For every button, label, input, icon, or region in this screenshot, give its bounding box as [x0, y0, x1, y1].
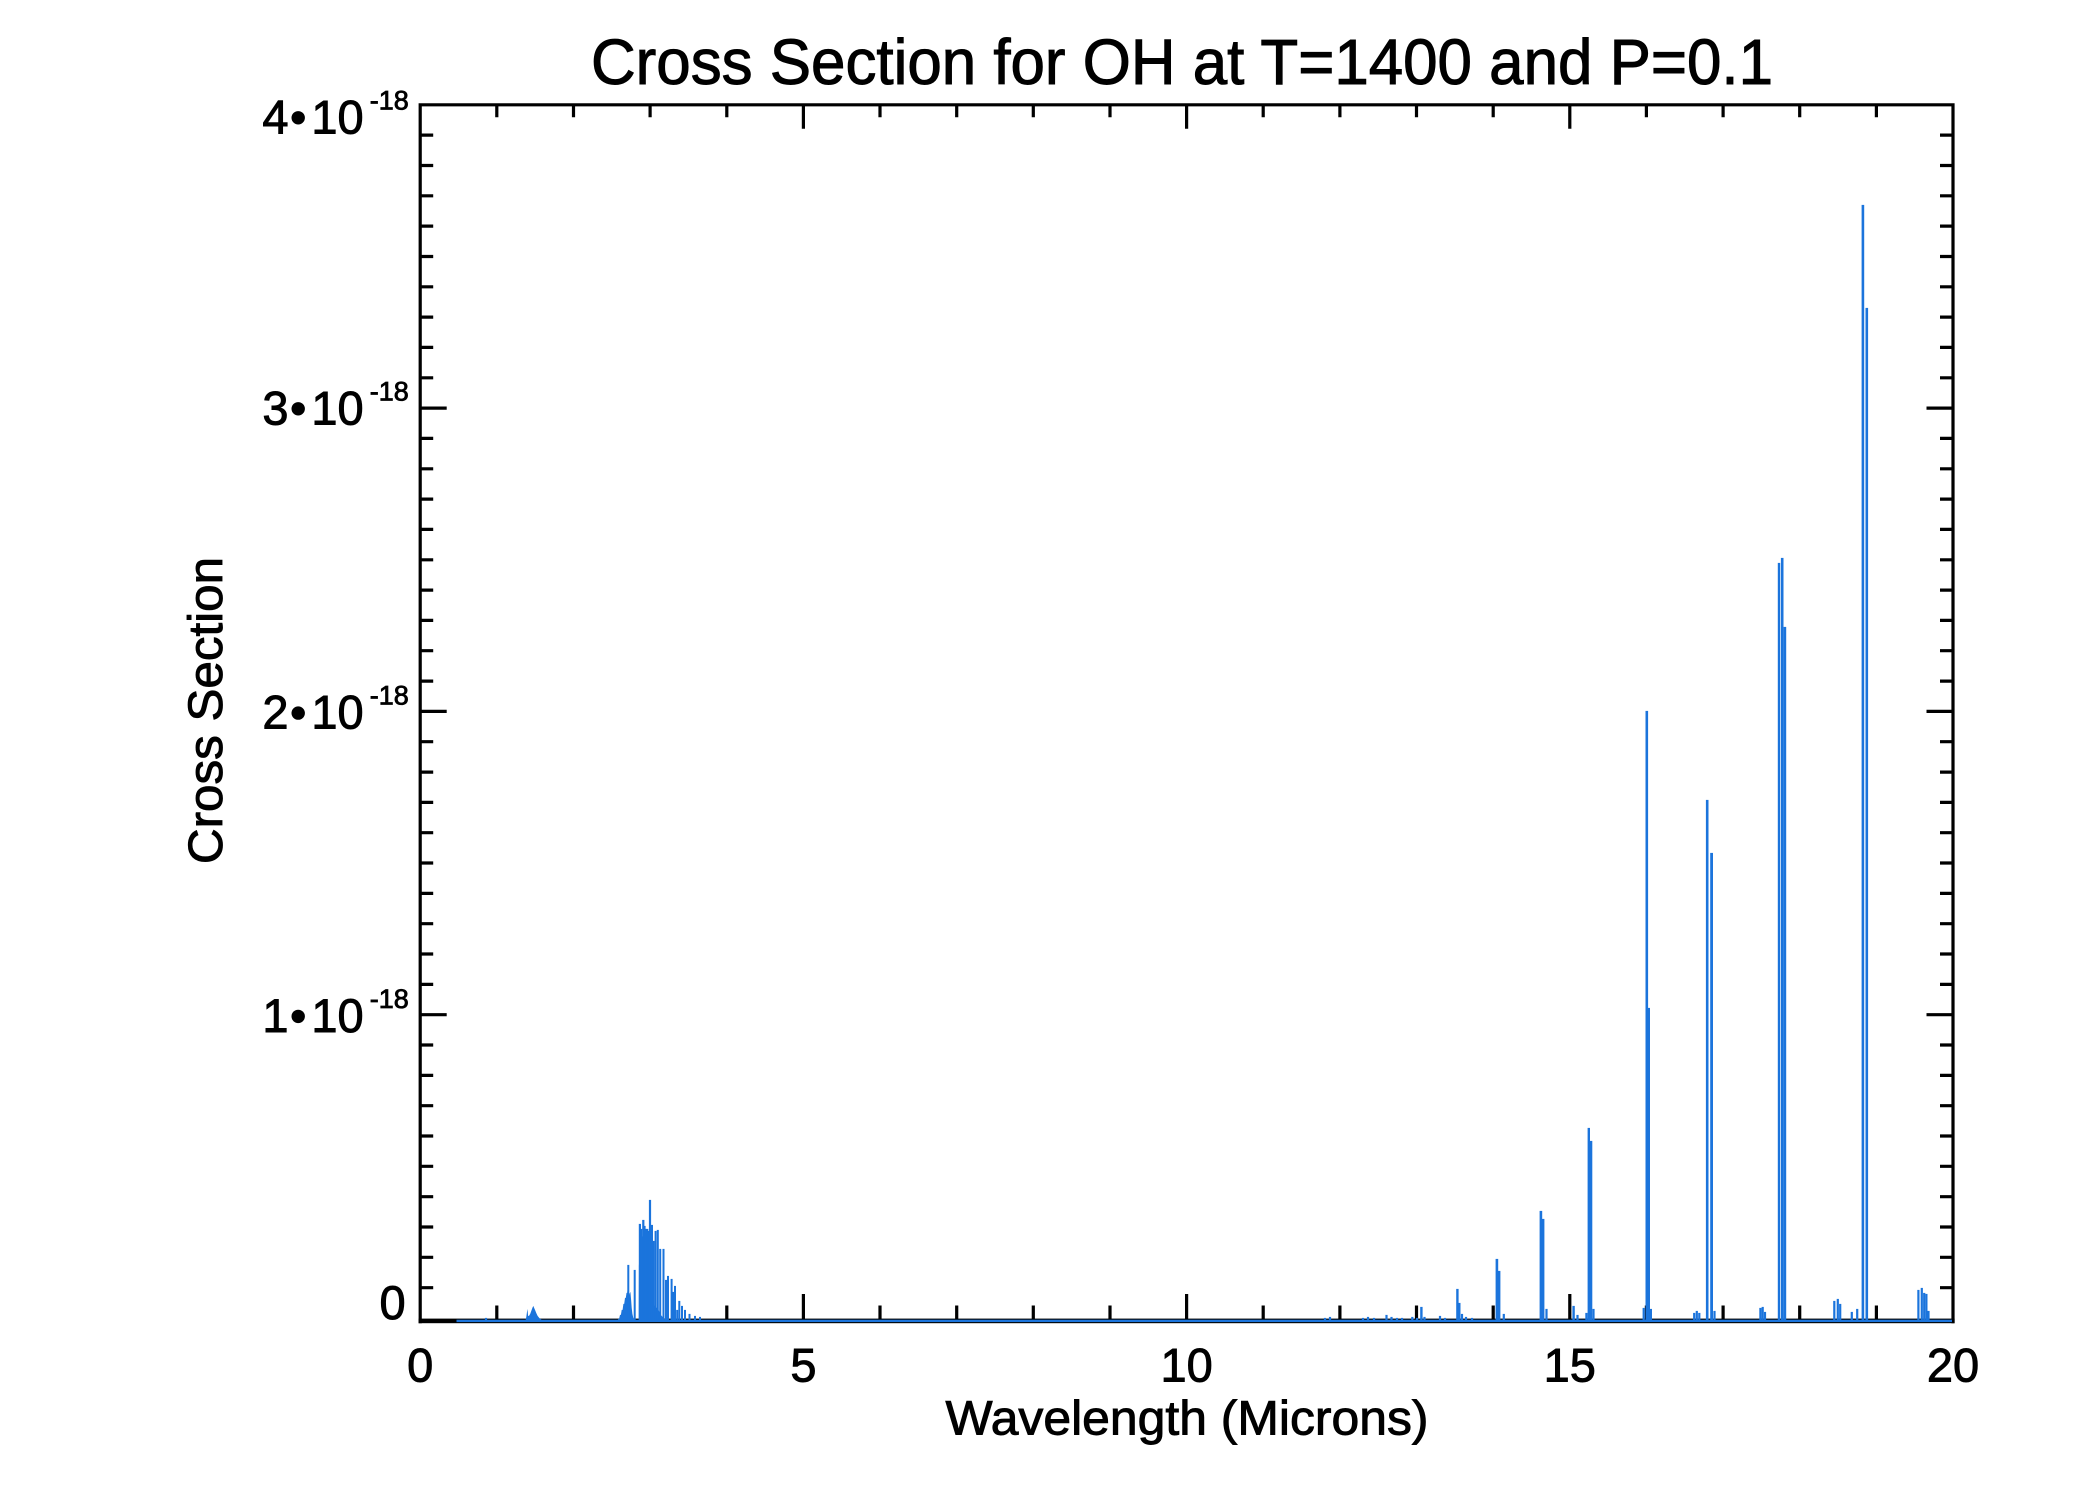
svg-text:15: 15: [1544, 1339, 1596, 1392]
svg-text:1: 1: [262, 989, 288, 1042]
svg-text:10: 10: [311, 90, 363, 143]
svg-text:-18: -18: [370, 376, 409, 406]
svg-text:2: 2: [262, 686, 288, 739]
svg-text:-18: -18: [370, 681, 409, 711]
svg-text:Wavelength (Microns): Wavelength (Microns): [946, 1392, 1429, 1445]
svg-text:Cross Section: Cross Section: [180, 557, 233, 864]
svg-text:10: 10: [311, 381, 363, 434]
svg-text:10: 10: [311, 686, 363, 739]
svg-text:10: 10: [1160, 1339, 1212, 1392]
svg-text:10: 10: [311, 989, 363, 1042]
svg-text:4: 4: [262, 90, 288, 143]
svg-text:20: 20: [1927, 1339, 1979, 1392]
svg-text:0: 0: [407, 1339, 433, 1392]
svg-text:3: 3: [262, 381, 288, 434]
svg-text:-18: -18: [370, 984, 409, 1014]
svg-text:5: 5: [790, 1339, 816, 1392]
svg-text:Cross Section for OH at T=1400: Cross Section for OH at T=1400 and P=0.1: [591, 26, 1773, 98]
svg-text:-18: -18: [370, 85, 409, 115]
svg-text:0: 0: [380, 1276, 406, 1329]
